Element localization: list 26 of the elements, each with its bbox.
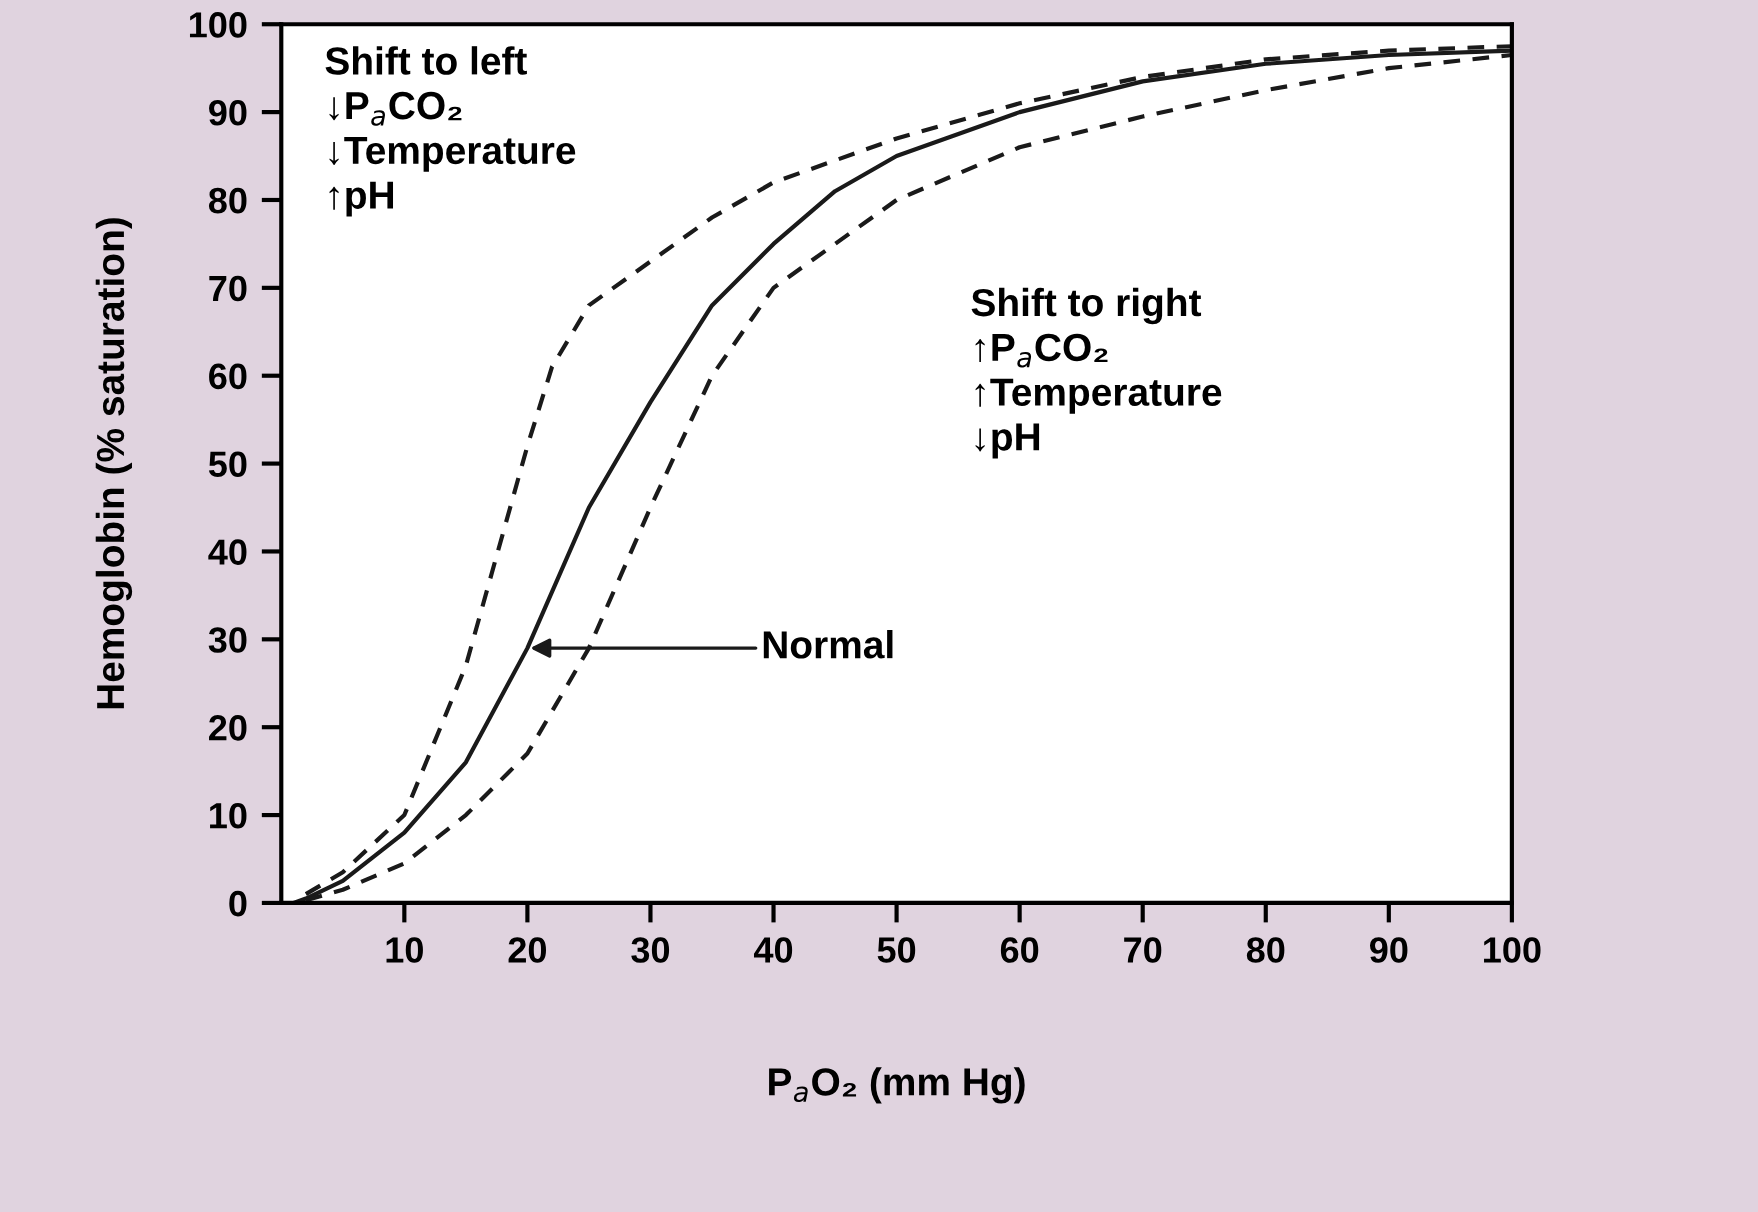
y-tick-label: 40: [208, 539, 247, 565]
y-tick-label: 30: [208, 627, 247, 653]
x-tick-label: 20: [508, 937, 547, 963]
x-tick-label: 90: [1369, 937, 1408, 963]
annotation: Shift to left ↓P$_{a}$CO₂ ↓Temperature ↑pH: [325, 46, 576, 217]
y-tick-label: 10: [210, 802, 247, 829]
y-tick-label: 100: [189, 12, 247, 38]
y-tick-label: 70: [209, 275, 247, 302]
x-tick-label: 80: [1246, 937, 1285, 963]
y-tick-label: 60: [209, 363, 247, 390]
annotation: Normal: [763, 629, 893, 659]
x-axis-title: P$_{a}$O₂ (mm Hg): [769, 1067, 1025, 1104]
x-tick-label: 50: [877, 937, 916, 963]
y-tick-label: 0: [229, 890, 247, 917]
x-tick-label: 100: [1484, 937, 1541, 963]
y-axis-title: Hemoglobin (% saturation): [95, 218, 133, 709]
x-tick-label: 30: [631, 937, 670, 963]
x-tick-label: 60: [1000, 937, 1039, 963]
x-tick-label: 70: [1124, 937, 1162, 963]
y-tick-label: 20: [209, 715, 247, 741]
y-tick-label: 90: [209, 99, 247, 126]
x-tick-label: 40: [753, 937, 793, 963]
annotation: Shift to right ↑P$_{a}$CO₂ ↑Temperature ↓pH: [971, 287, 1222, 459]
x-tick-label: 10: [386, 937, 423, 963]
y-tick-label: 50: [208, 451, 247, 478]
y-tick-label: 80: [208, 187, 247, 214]
